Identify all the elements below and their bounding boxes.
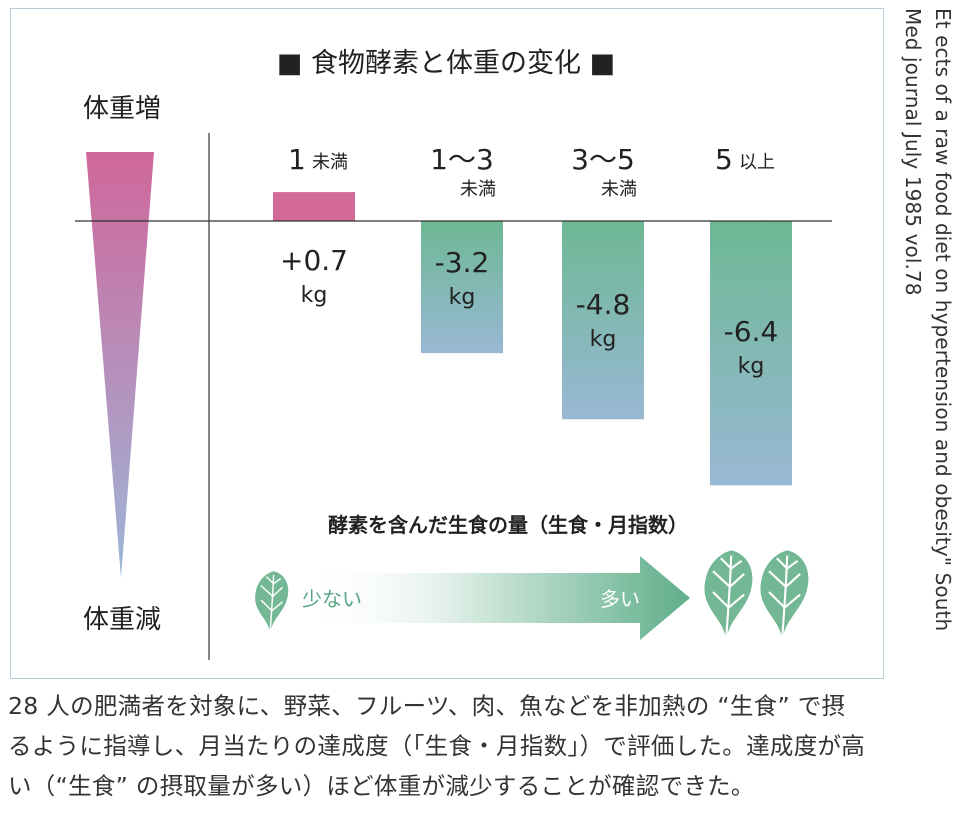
category-sublabel-4: 以上 [739, 152, 775, 173]
value-label-3: -4.8 [576, 288, 631, 321]
bar-2 [421, 221, 503, 354]
axis-bottom-label: 体重減 [83, 605, 161, 635]
value-unit-1: kg [301, 283, 328, 308]
legend-high-label: 多い [600, 587, 640, 611]
axis-top-label: 体重増 [83, 94, 161, 124]
source-citation: Et ects of a raw food diet on hypertensi… [898, 8, 958, 658]
value-unit-4: kg [738, 354, 765, 379]
bar-1 [273, 192, 355, 221]
leaf-icon-large-2 [760, 550, 809, 645]
intake-arrow [300, 556, 690, 640]
chart-title: ■ 食物酵素と体重の変化 ■ [277, 48, 615, 79]
caption-line-1: 28 人の肥満者を対象に、野菜、フルーツ、肉、魚などを非加熱の “生食” で摂 [8, 692, 846, 720]
category-sublabel-2: 未満 [460, 179, 496, 200]
value-unit-2: kg [449, 285, 476, 310]
chart-frame [10, 8, 884, 679]
value-label-2: -3.2 [435, 246, 490, 279]
category-label-4: 5 [715, 143, 733, 176]
leaf-icon-large-1 [704, 550, 753, 645]
category-label-1: 1 [288, 143, 306, 176]
value-label-4: -6.4 [724, 315, 779, 348]
value-unit-3: kg [590, 327, 617, 352]
category-sublabel-3: 未満 [601, 179, 637, 200]
legend-title: 酵素を含んだ生食の量（生食・月指数） [328, 513, 688, 537]
source-citation-line-1: Et ects of a raw food diet on hypertensi… [931, 8, 955, 632]
source-citation-line-2: Med journal July 1985 vol.78 [901, 8, 925, 296]
weight-change-chart: ■ 食物酵素と体重の変化 ■ 体重増 体重減 1 未満 +0.7 kg 1～3 未満 -3.… [75, 48, 832, 660]
legend-low-label: 少ない [302, 587, 362, 611]
category-label-2: 1～3 [430, 143, 494, 176]
leaf-icon-small [255, 571, 289, 637]
category-sublabel-1: 未満 [312, 152, 348, 173]
caption-line-2: るように指導し、月当たりの達成度（「生食・月指数」）で評価した。達成度が高 [8, 732, 866, 760]
weight-direction-wedge [86, 152, 154, 578]
value-label-1: +0.7 [280, 244, 348, 277]
category-label-3: 3～5 [571, 143, 635, 176]
caption-line-3: い（“生食” の摂取量が多い）ほど体重が減少することが確認できた。 [8, 772, 755, 800]
bar-4 [710, 221, 792, 486]
caption-text: 28 人の肥満者を対象に、野菜、フルーツ、肉、魚などを非加熱の “生食” で摂 … [8, 686, 964, 806]
bar-3 [562, 221, 644, 420]
